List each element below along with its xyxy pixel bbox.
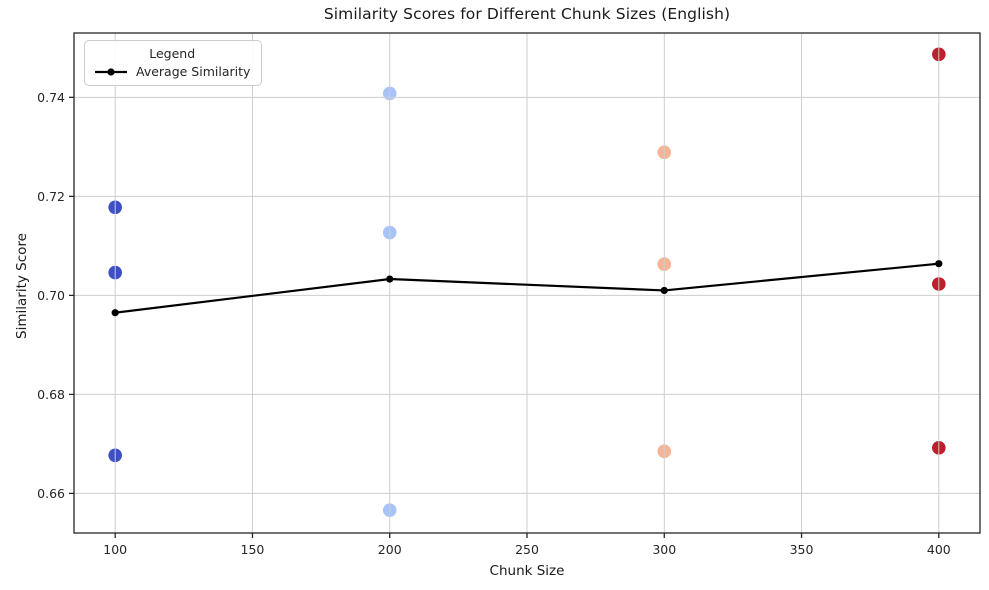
- legend-title: Legend: [149, 46, 196, 61]
- y-tick-label: 0.66: [37, 486, 65, 501]
- y-tick-label: 0.72: [37, 189, 65, 204]
- average-similarity-point: [935, 260, 943, 268]
- average-similarity-line: [115, 262, 939, 314]
- x-tick-label: 150: [241, 542, 265, 557]
- x-tick-label: 100: [103, 542, 127, 557]
- y-tick-label: 0.70: [37, 288, 65, 303]
- y-tick-label: 0.68: [37, 387, 65, 402]
- chart-title: Similarity Scores for Different Chunk Si…: [323, 5, 731, 23]
- x-axis-label: Chunk Size: [489, 563, 565, 579]
- y-tick-label: 0.74: [37, 90, 65, 105]
- x-tick-label: 350: [790, 542, 814, 557]
- x-tick-label: 200: [378, 542, 402, 557]
- line-dot-marker-icon: [94, 65, 128, 79]
- legend: Legend Average Similarity: [84, 40, 263, 86]
- x-tick-label: 300: [652, 542, 676, 557]
- x-tick-label: 250: [515, 542, 539, 557]
- y-axis-label: Similarity Score: [14, 233, 30, 339]
- legend-entry-label: Average Similarity: [136, 64, 251, 79]
- average-similarity-point: [660, 286, 668, 295]
- legend-entry-average-similarity: Average Similarity: [94, 64, 250, 79]
- average-similarity-point: [111, 309, 119, 317]
- x-tick-label: 400: [927, 542, 951, 557]
- average-similarity-point: [386, 275, 394, 283]
